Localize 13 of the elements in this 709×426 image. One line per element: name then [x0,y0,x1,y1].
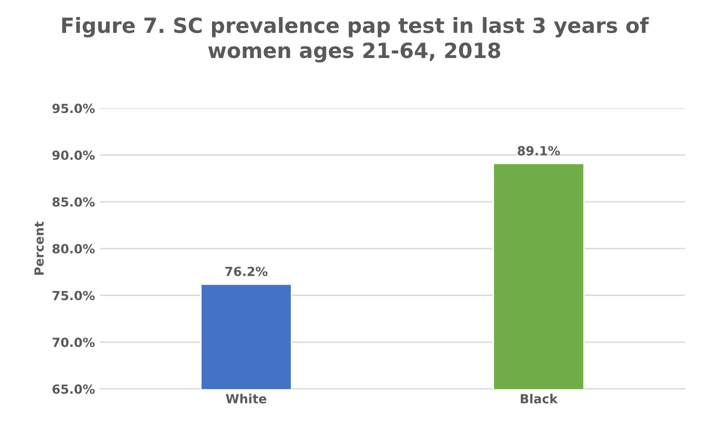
chart-title: Figure 7. SC prevalence pap test in last 3 years of women ages 21-64, 2018 [62,17,649,62]
y-tick-label: 75.0% [52,290,95,300]
y-tick-label: 65.0% [52,384,95,394]
y-tick-label: 70.0% [52,338,95,348]
x-tick-label: White [226,394,266,404]
data-label: 89.1% [518,146,560,156]
data-label: 76.2% [225,266,268,276]
y-tick-label: 90.0% [52,150,95,160]
y-tick-label: 95.0% [52,104,95,114]
y-axis-title: Percent [34,222,44,275]
y-tick-label: 85.0% [52,197,95,207]
x-tick-label: Black [520,394,558,404]
y-tick-label: 80.0% [52,244,95,254]
